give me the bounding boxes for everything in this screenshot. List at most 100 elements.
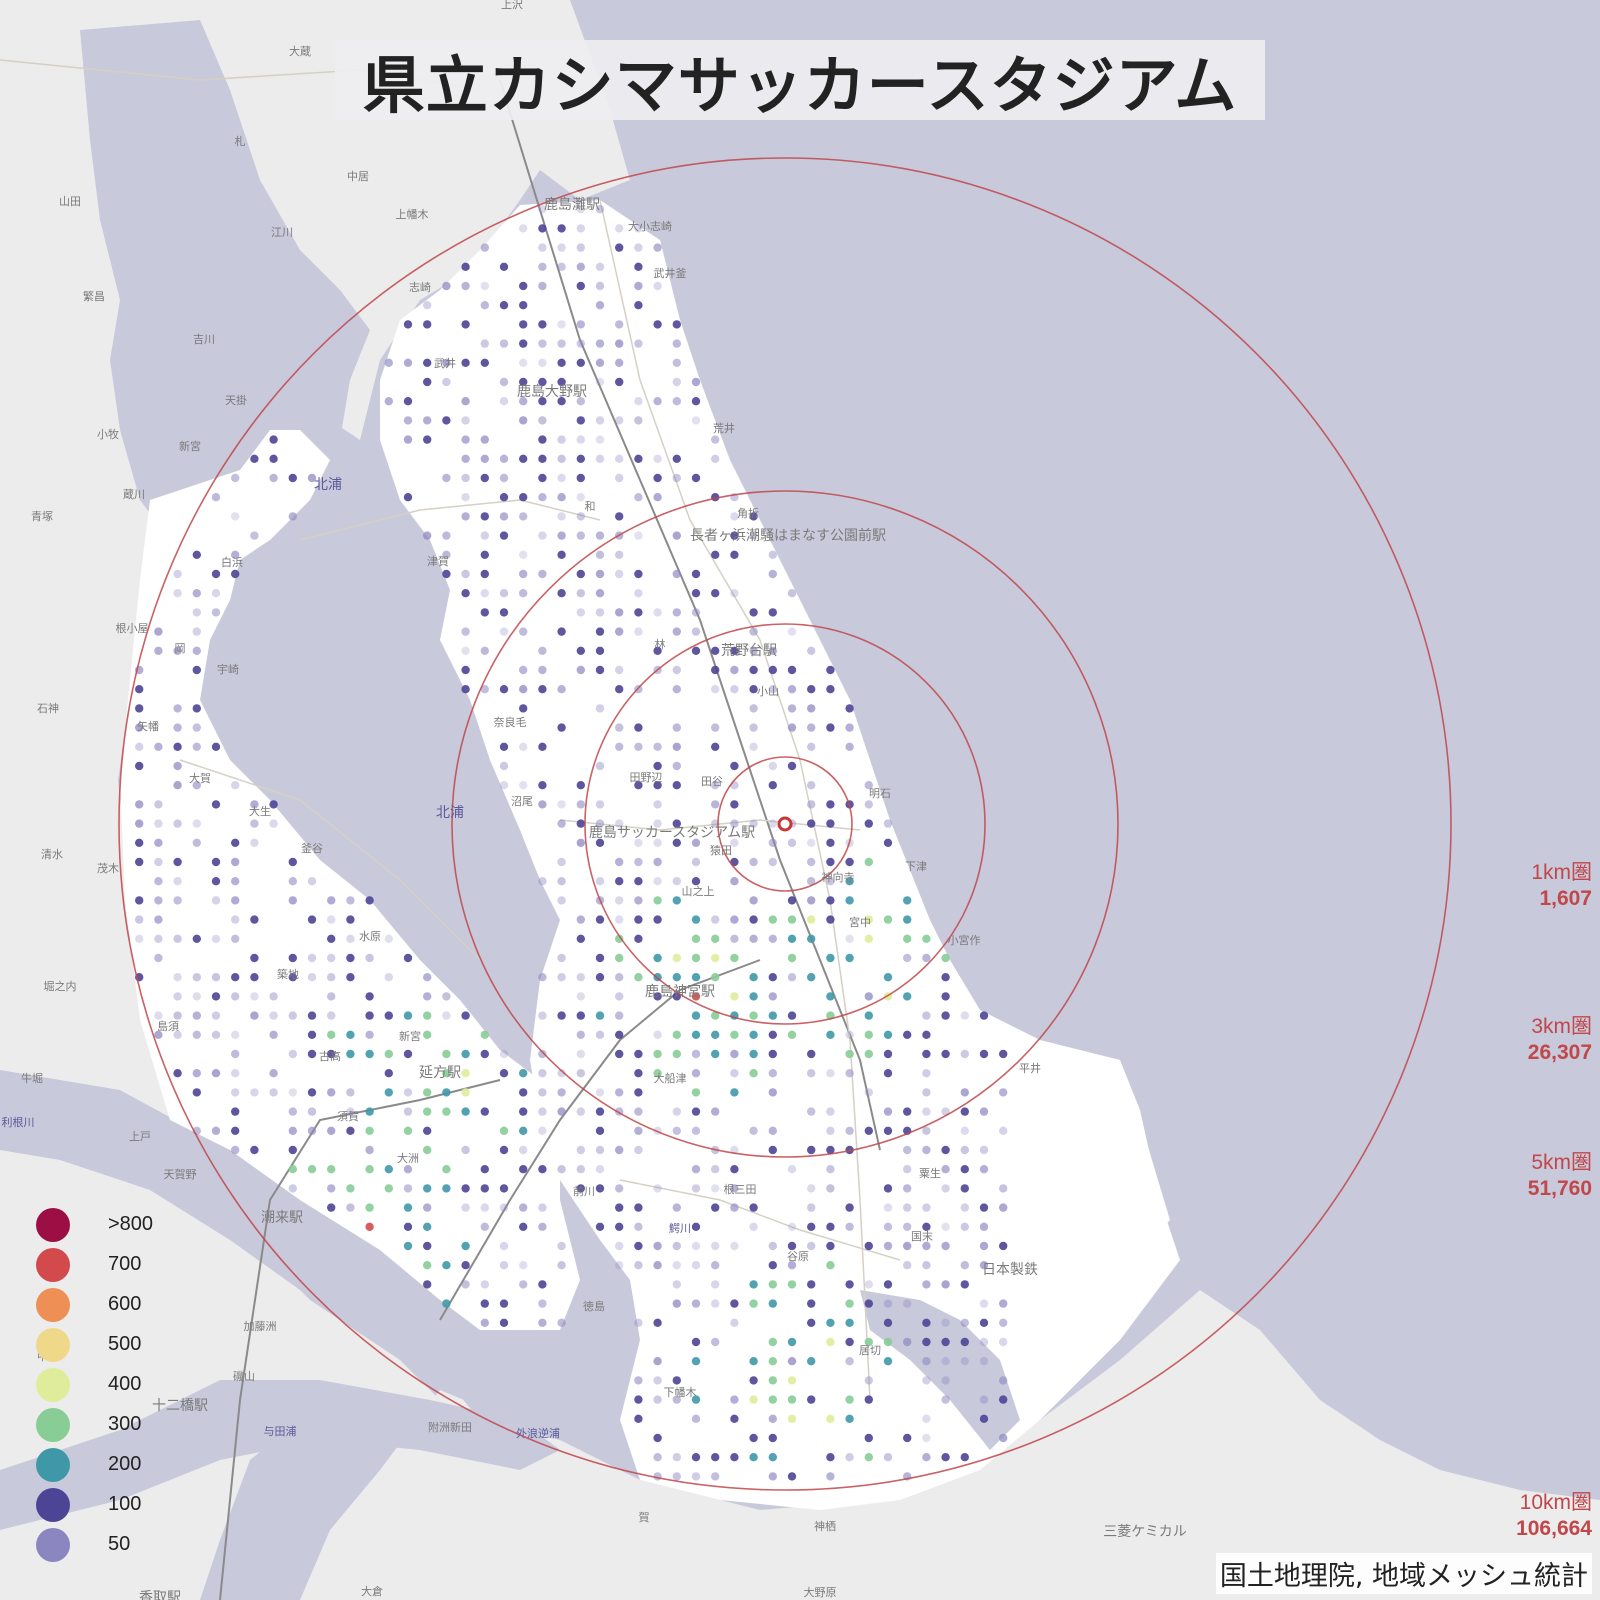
mesh-dot bbox=[634, 1222, 643, 1232]
mesh-dot bbox=[749, 934, 758, 943]
mesh-dot bbox=[922, 1222, 931, 1232]
mesh-dot bbox=[288, 1145, 297, 1155]
mesh-dot bbox=[519, 1069, 528, 1078]
mesh-dot bbox=[672, 627, 681, 636]
stadium-marker-icon[interactable] bbox=[777, 816, 793, 832]
mesh-dot bbox=[711, 1030, 720, 1040]
mesh-dot bbox=[749, 646, 758, 655]
mesh-dot bbox=[883, 1184, 893, 1193]
mesh-dot bbox=[327, 1165, 336, 1174]
mesh-dot bbox=[672, 953, 681, 963]
mesh-dot bbox=[730, 1453, 739, 1462]
mesh-dot bbox=[403, 435, 413, 444]
mesh-dot bbox=[711, 1107, 720, 1116]
mesh-dot bbox=[691, 1049, 701, 1059]
mesh-dot bbox=[999, 1126, 1008, 1136]
mesh-dot bbox=[864, 1049, 873, 1059]
mesh-dot bbox=[288, 473, 297, 483]
mesh-dot bbox=[941, 1453, 950, 1462]
ring-population: 1,607 bbox=[1539, 887, 1592, 910]
mesh-dot bbox=[327, 1203, 336, 1212]
mesh-dot bbox=[538, 416, 547, 425]
mesh-dot bbox=[634, 531, 643, 540]
mesh-dot bbox=[691, 646, 701, 655]
mesh-dot bbox=[288, 1126, 297, 1136]
mesh-dot bbox=[346, 915, 355, 924]
mesh-dot bbox=[634, 1145, 643, 1155]
mesh-dot bbox=[960, 1261, 969, 1270]
mesh-dot bbox=[653, 1261, 662, 1270]
mesh-dot bbox=[634, 1069, 643, 1078]
mesh-dot bbox=[615, 742, 624, 751]
place-label: 中居 bbox=[347, 170, 369, 183]
mesh-dot bbox=[192, 665, 201, 675]
mesh-dot bbox=[499, 742, 509, 751]
mesh-dot bbox=[557, 1261, 566, 1270]
mesh-dot bbox=[595, 608, 605, 617]
mesh-dot bbox=[941, 1011, 950, 1020]
mesh-dot bbox=[691, 1261, 701, 1270]
mesh-dot bbox=[979, 1222, 989, 1232]
mesh-dot bbox=[461, 1145, 470, 1155]
mesh-dot bbox=[538, 800, 547, 809]
mesh-dot bbox=[288, 1165, 297, 1174]
mesh-dot bbox=[826, 857, 835, 867]
mesh-dot bbox=[595, 1011, 605, 1020]
place-label: 大蔵 bbox=[289, 44, 311, 58]
mesh-dot bbox=[768, 1433, 777, 1443]
mesh-dot bbox=[250, 1088, 259, 1097]
mesh-dot bbox=[442, 358, 451, 367]
mesh-dot bbox=[845, 1280, 854, 1289]
mesh-dot bbox=[173, 973, 182, 982]
place-label: 利根川 bbox=[2, 1115, 35, 1129]
mesh-dot bbox=[826, 1184, 835, 1193]
mesh-dot bbox=[595, 281, 605, 291]
mesh-dot bbox=[826, 838, 835, 847]
mesh-dot bbox=[864, 1126, 873, 1136]
place-label: 大洲 bbox=[397, 1151, 419, 1165]
mesh-dot bbox=[691, 473, 701, 483]
mesh-dot bbox=[403, 1011, 413, 1020]
mesh-dot bbox=[576, 915, 585, 924]
mesh-dot bbox=[787, 589, 797, 598]
mesh-dot bbox=[672, 339, 681, 348]
mesh-dot bbox=[461, 1203, 470, 1212]
mesh-dot bbox=[653, 1049, 662, 1059]
mesh-dot bbox=[365, 1011, 374, 1020]
place-label: 神向寺 bbox=[822, 870, 855, 884]
mesh-dot bbox=[615, 608, 624, 617]
mesh-dot bbox=[691, 1069, 701, 1078]
mesh-dot bbox=[634, 934, 643, 943]
mesh-dot bbox=[768, 1472, 777, 1481]
mesh-dot bbox=[173, 819, 182, 828]
mesh-dot bbox=[365, 1107, 374, 1116]
place-label: 鰐川 bbox=[669, 1222, 691, 1235]
mesh-dot bbox=[557, 1165, 566, 1174]
mesh-dot bbox=[327, 1088, 336, 1097]
mesh-dot bbox=[979, 1165, 989, 1174]
mesh-dot bbox=[615, 896, 624, 905]
mesh-dot bbox=[192, 589, 201, 598]
mesh-dot bbox=[979, 1145, 989, 1155]
mesh-dot bbox=[442, 1184, 451, 1193]
mesh-dot bbox=[327, 1030, 336, 1040]
mesh-dot bbox=[365, 1126, 374, 1136]
mesh-dot bbox=[787, 1030, 797, 1040]
place-label: 新宮 bbox=[399, 1029, 421, 1043]
mesh-dot bbox=[653, 1030, 662, 1040]
mesh-dot bbox=[711, 915, 720, 924]
mesh-dot bbox=[864, 857, 873, 867]
mesh-dot bbox=[423, 1261, 432, 1270]
legend-label: 500 bbox=[108, 1333, 142, 1355]
mesh-dot bbox=[903, 1261, 912, 1270]
mesh-dot bbox=[653, 243, 662, 252]
mesh-dot bbox=[576, 435, 585, 444]
mesh-dot bbox=[922, 1203, 931, 1212]
place-label: 宇崎 bbox=[217, 662, 239, 676]
mesh-dot bbox=[883, 1203, 893, 1212]
mesh-dot bbox=[269, 454, 278, 463]
place-label: 大船津 bbox=[654, 1071, 687, 1085]
mesh-dot bbox=[365, 992, 374, 1001]
mesh-dot bbox=[922, 1337, 931, 1347]
